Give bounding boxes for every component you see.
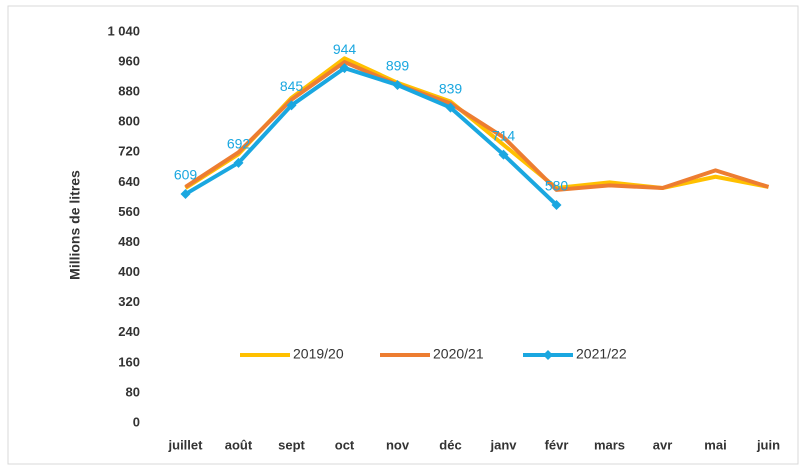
data-label: 580	[545, 178, 569, 194]
y-tick-label: 80	[126, 384, 140, 399]
data-marker	[498, 149, 509, 160]
y-tick-label: 400	[118, 264, 140, 279]
data-label: 714	[492, 127, 516, 143]
y-tick-label: 960	[118, 54, 140, 69]
y-tick-label: 640	[118, 174, 140, 189]
x-tick-label: avr	[653, 437, 673, 452]
y-tick-label: 240	[118, 324, 140, 339]
x-tick-label: déc	[439, 437, 461, 452]
x-tick-label: oct	[335, 437, 355, 452]
legend-marker	[543, 350, 553, 360]
series-line	[184, 60, 770, 192]
y-tick-label: 720	[118, 144, 140, 159]
data-marker	[233, 157, 244, 168]
data-label: 845	[280, 78, 304, 94]
data-label: 609	[174, 167, 198, 183]
data-label: 899	[386, 58, 410, 74]
data-marker	[339, 63, 350, 74]
x-tick-label: juin	[756, 437, 780, 452]
y-tick-label: 0	[133, 414, 140, 429]
data-marker	[551, 199, 562, 210]
data-marker	[286, 100, 297, 111]
data-label: 692	[227, 136, 251, 152]
y-tick-label: 560	[118, 204, 140, 219]
x-tick-label: janv	[489, 437, 517, 452]
x-tick-label: nov	[386, 437, 410, 452]
data-marker	[392, 80, 403, 91]
data-marker	[445, 102, 456, 113]
x-tick-label: mai	[704, 437, 726, 452]
x-tick-label: sept	[278, 437, 305, 452]
y-tick-label: 480	[118, 234, 140, 249]
y-tick-label: 880	[118, 84, 140, 99]
data-label: 944	[333, 41, 357, 57]
y-axis-label: Millions de litres	[67, 170, 83, 280]
data-marker	[180, 189, 191, 200]
x-tick-label: févr	[545, 437, 569, 452]
legend-label: 2021/22	[576, 346, 627, 362]
series-line	[184, 66, 558, 207]
data-label: 839	[439, 80, 463, 96]
chart-frame	[7, 5, 799, 465]
x-tick-label: juillet	[168, 437, 204, 452]
x-tick-label: août	[225, 437, 253, 452]
y-tick-label: 160	[118, 354, 140, 369]
y-tick-label: 320	[118, 294, 140, 309]
x-tick-label: mars	[594, 437, 625, 452]
legend-label: 2019/20	[293, 346, 344, 362]
y-tick-label: 1 040	[107, 23, 140, 38]
y-tick-label: 800	[118, 114, 140, 129]
legend-label: 2020/21	[433, 346, 484, 362]
